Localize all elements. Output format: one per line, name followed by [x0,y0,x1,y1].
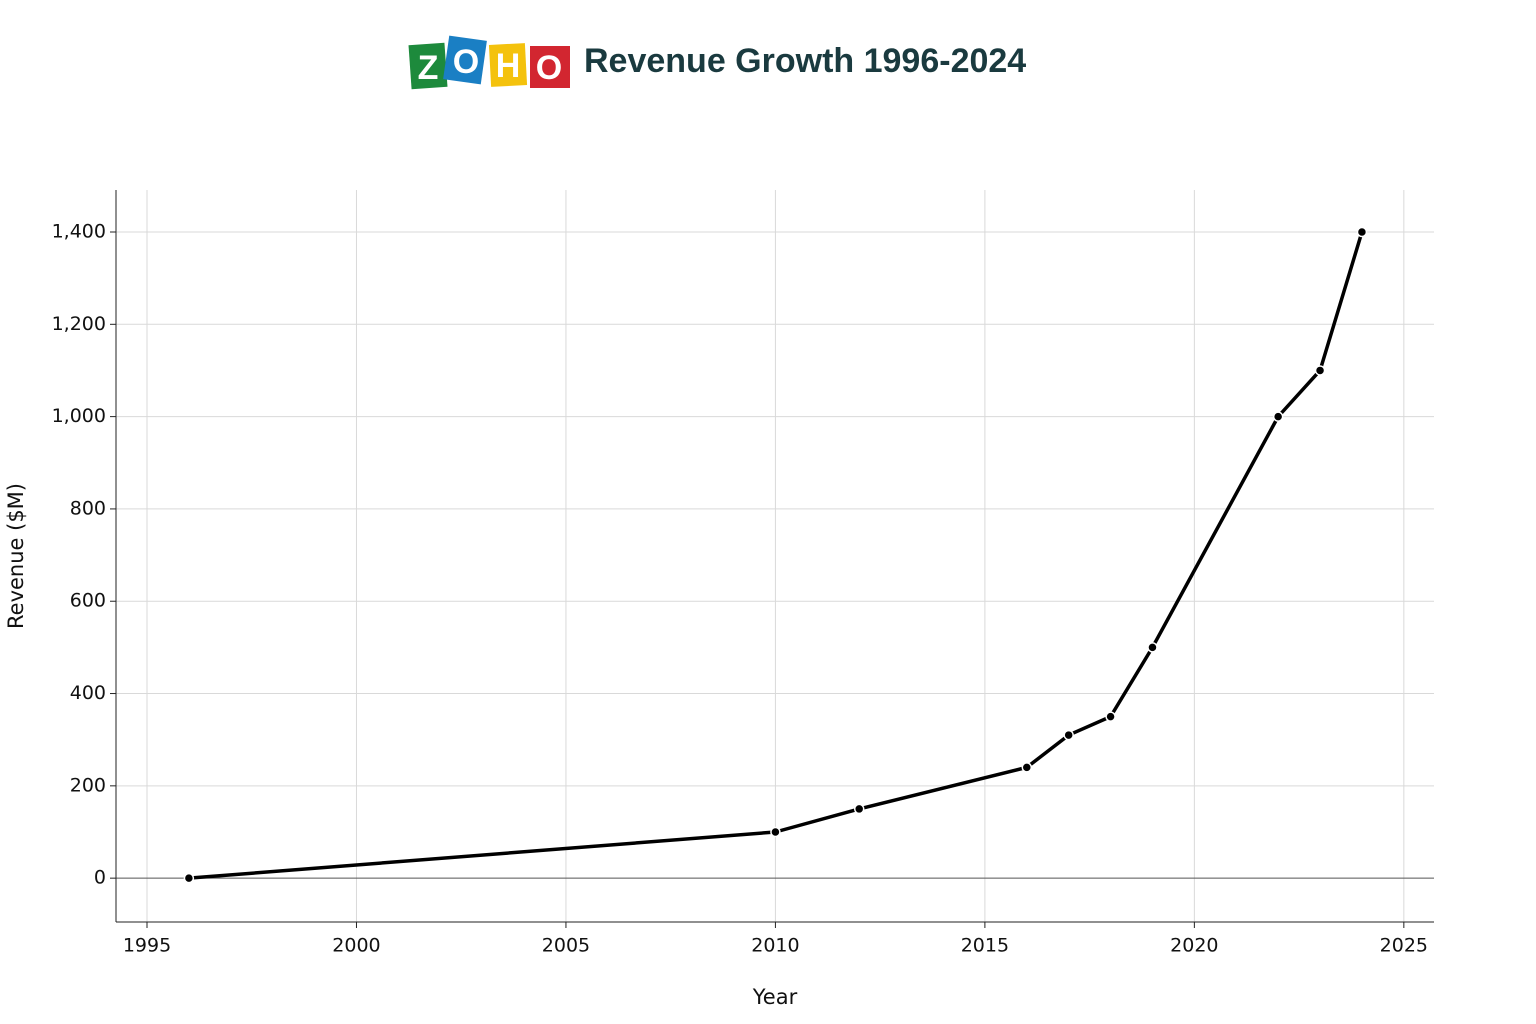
point [1272,411,1284,422]
point [1147,642,1158,653]
logo-cube [443,35,487,85]
x-tick-label: 2000 [332,935,380,957]
y-tick-label: 600 [70,590,106,612]
logo-letter: H [496,47,521,85]
logo-letter: Z [418,49,439,87]
logo-cube [530,46,570,88]
point [1356,226,1368,238]
chart-title: Revenue Growth 1996-2024 [584,42,1026,80]
logo-letter: O [453,43,479,81]
logo-letter: O [536,49,562,87]
y-tick-label: 1,400 [52,221,106,243]
y-axis-label: Revenue ($M) [4,483,28,629]
y-tick-label: 0 [94,867,106,889]
logo-cube [408,42,448,90]
logo-cube [488,43,528,87]
y-tick-label: 400 [70,682,106,704]
x-tick-label: 1995 [123,935,171,957]
x-tick-label: 2005 [542,935,590,957]
point [1063,729,1074,741]
point [770,826,781,838]
y-tick-label: 200 [70,774,106,796]
y-tick-label: 800 [70,497,106,519]
point [1105,711,1116,722]
y-tick-label: 1,000 [52,405,106,427]
line [188,231,1364,880]
point [183,872,195,884]
x-tick-label: 2010 [751,935,799,957]
x-axis-label: Year [752,985,798,1009]
x-tick-label: 2025 [1380,935,1428,957]
point [853,803,865,815]
x-tick-label: 2015 [961,935,1009,957]
y-tick-label: 1,200 [52,313,106,335]
point [1314,365,1326,376]
x-tick-label: 2020 [1170,935,1218,957]
point [1021,762,1033,773]
logo: Z O H O [408,35,570,90]
